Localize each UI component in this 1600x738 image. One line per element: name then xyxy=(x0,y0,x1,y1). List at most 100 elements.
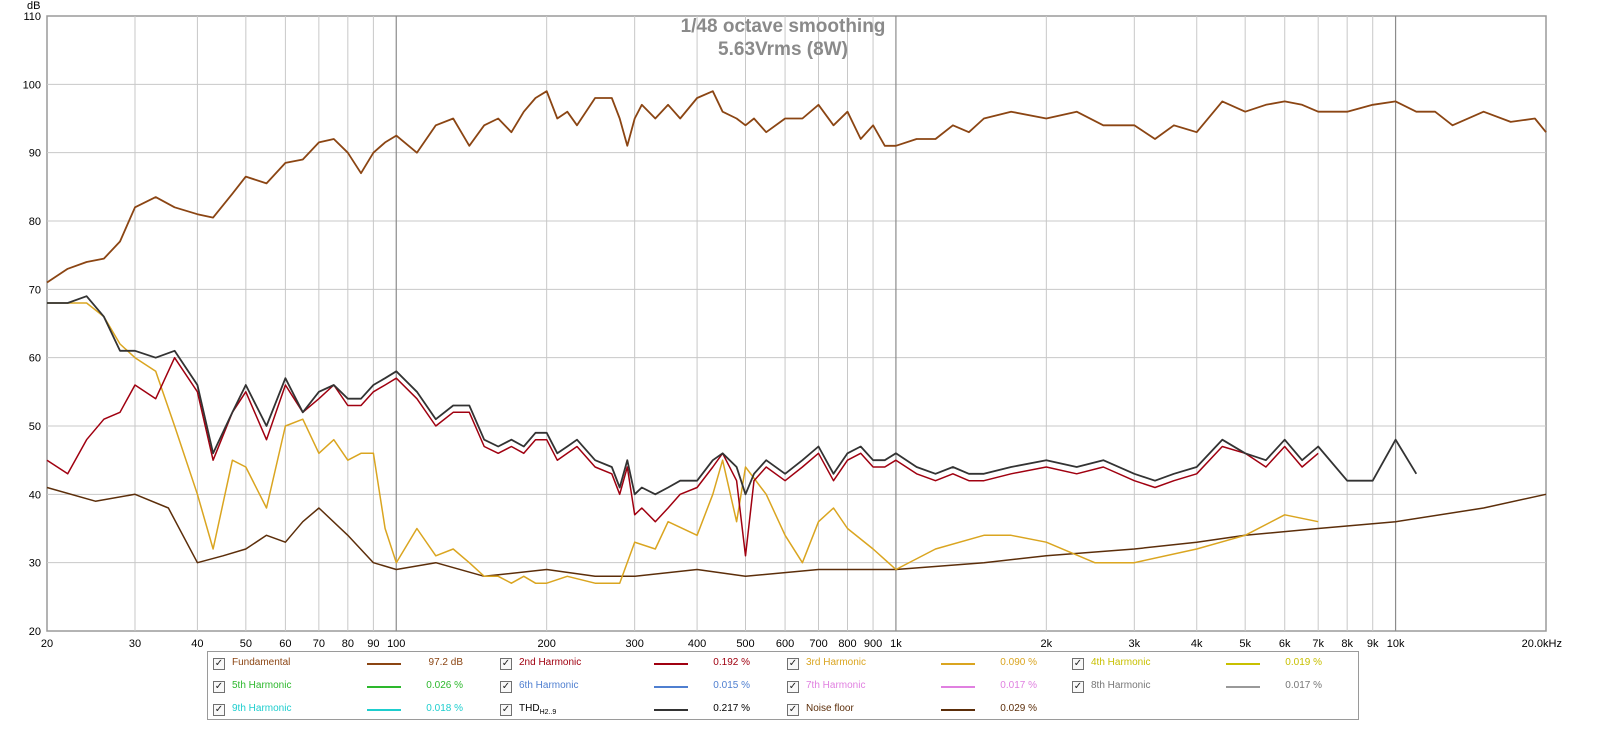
legend-value: 0.029 % xyxy=(1000,703,1037,714)
x-tick-label: 80 xyxy=(342,638,354,650)
legend-checkbox-6th-harmonic[interactable]: ✓ xyxy=(500,681,512,693)
legend-item-4th-harmonic: ✓ 4th Harmonic 0.019 % xyxy=(1072,655,1352,673)
legend-label: 6th Harmonic xyxy=(519,680,579,691)
legend-swatch xyxy=(941,686,975,688)
x-tick-label: 600 xyxy=(776,638,794,650)
y-tick-label: 70 xyxy=(29,284,41,296)
plot-frame xyxy=(46,15,1547,632)
y-tick-label: 50 xyxy=(29,421,41,433)
x-tick-label: 2k xyxy=(1041,638,1053,650)
y-tick-label: 110 xyxy=(23,11,41,23)
x-tick-label: 800 xyxy=(838,638,856,650)
x-tick-label: 50 xyxy=(240,638,252,650)
legend-item-2nd-harmonic: ✓ 2nd Harmonic 0.192 % xyxy=(500,655,780,673)
y-tick-label: 60 xyxy=(29,353,41,365)
y-tick-label: 100 xyxy=(23,79,41,91)
x-tick-label: 60 xyxy=(279,638,291,650)
legend-label: 4th Harmonic xyxy=(1091,657,1151,668)
legend-swatch xyxy=(1226,663,1260,665)
y-axis-unit: dB xyxy=(27,0,40,12)
x-tick-label: 400 xyxy=(688,638,706,650)
x-tick-label: 200 xyxy=(537,638,555,650)
x-tick-label: 700 xyxy=(809,638,827,650)
y-tick-label: 20 xyxy=(29,626,41,638)
legend-checkbox-3rd-harmonic[interactable]: ✓ xyxy=(787,658,799,670)
legend-checkbox-thd[interactable]: ✓ xyxy=(500,704,512,716)
legend-value: 0.192 % xyxy=(713,657,750,668)
legend-label: Fundamental xyxy=(232,657,291,668)
legend-checkbox-2nd-harmonic[interactable]: ✓ xyxy=(500,658,512,670)
legend-checkbox-5th-harmonic[interactable]: ✓ xyxy=(213,681,225,693)
series-line-noise-floor xyxy=(46,486,1547,578)
x-tick-label: 900 xyxy=(864,638,882,650)
legend-value: 0.019 % xyxy=(1285,657,1322,668)
chart-title: 1/48 octave smoothing xyxy=(681,16,886,37)
x-tick-label: 6k xyxy=(1279,638,1291,650)
legend-swatch xyxy=(367,663,401,665)
x-tick-label: 40 xyxy=(191,638,203,650)
legend-swatch xyxy=(367,686,401,688)
legend-label: 7th Harmonic xyxy=(806,680,866,691)
legend-checkbox-9th-harmonic[interactable]: ✓ xyxy=(213,704,225,716)
chart-subtitle: 5.63Vrms (8W) xyxy=(718,39,848,60)
legend-swatch xyxy=(654,686,688,688)
spectrum-chart: 20 30 40 50 60 70 80 90 100 110 20 30 40 50 60 70 80 90 10… xyxy=(23,0,1562,650)
y-tick-label: 40 xyxy=(29,489,41,501)
legend-value: 0.017 % xyxy=(1000,680,1037,691)
grid xyxy=(46,15,1547,632)
x-tick-label: 5k xyxy=(1239,638,1251,650)
x-tick-label: 3k xyxy=(1129,638,1141,650)
x-tick-label: 30 xyxy=(129,638,141,650)
legend-value: 97.2 dB xyxy=(428,657,463,668)
axes: 20 30 40 50 60 70 80 90 100 110 20 30 40 50 60 70 80 90 10… xyxy=(23,11,1562,650)
legend-checkbox-7th-harmonic[interactable]: ✓ xyxy=(787,681,799,693)
legend-swatch xyxy=(367,709,401,711)
legend-checkbox-4th-harmonic[interactable]: ✓ xyxy=(1072,658,1084,670)
legend-item-8th-harmonic: ✓ 8th Harmonic 0.017 % xyxy=(1072,678,1352,696)
x-tick-label: 90 xyxy=(367,638,379,650)
legend-checkbox-noise-floor[interactable]: ✓ xyxy=(787,704,799,716)
x-tick-label: 4k xyxy=(1191,638,1203,650)
legend-item-7th-harmonic: ✓ 7th Harmonic 0.017 % xyxy=(787,678,1067,696)
legend-value: 0.090 % xyxy=(1000,657,1037,668)
series-line-thdh2-9 xyxy=(47,295,1418,496)
legend-checkbox-8th-harmonic[interactable]: ✓ xyxy=(1072,681,1084,693)
legend-item-5th-harmonic: ✓ 5th Harmonic 0.026 % xyxy=(213,678,493,696)
legend-swatch xyxy=(941,709,975,711)
legend-label: Noise floor xyxy=(806,703,854,714)
legend-item-thd: ✓ THDH2..9 0.217 % xyxy=(500,701,780,719)
legend-value: 0.217 % xyxy=(713,703,750,714)
x-tick-label: 20 xyxy=(41,638,53,650)
legend-value: 0.026 % xyxy=(426,680,463,691)
legend-value: 0.015 % xyxy=(713,680,750,691)
series-line-3rd-harmonic xyxy=(47,302,1319,584)
legend-label: THDH2..9 xyxy=(519,703,557,716)
legend-item-fundamental: ✓ Fundamental 97.2 dB xyxy=(213,655,493,673)
legend-label: 5th Harmonic xyxy=(232,680,292,691)
legend-swatch xyxy=(1226,686,1260,688)
legend-label: 8th Harmonic xyxy=(1091,680,1151,691)
legend-label: 9th Harmonic xyxy=(232,703,292,714)
legend-swatch xyxy=(654,663,688,665)
y-tick-label: 80 xyxy=(29,216,41,228)
legend-value: 0.017 % xyxy=(1285,680,1322,691)
legend-swatch xyxy=(654,709,688,711)
legend-item-9th-harmonic: ✓ 9th Harmonic 0.018 % xyxy=(213,701,493,719)
x-tick-label: 9k xyxy=(1367,638,1379,650)
y-tick-label: 30 xyxy=(29,558,41,570)
legend-checkbox-fundamental[interactable]: ✓ xyxy=(213,658,225,670)
legend-label: 2nd Harmonic xyxy=(519,657,582,668)
series-layer xyxy=(46,90,1547,584)
x-tick-label: 500 xyxy=(736,638,754,650)
legend-label-subscript: H2..9 xyxy=(539,709,557,716)
x-tick-label: 7k xyxy=(1312,638,1324,650)
legend-swatch xyxy=(941,663,975,665)
x-tick-label: 10k xyxy=(1387,638,1405,650)
legend-value: 0.018 % xyxy=(426,703,463,714)
x-tick-label: 100 xyxy=(387,638,405,650)
legend-label: 3rd Harmonic xyxy=(806,657,867,668)
series-line-2nd-harmonic xyxy=(46,356,1319,557)
x-tick-label: 8k xyxy=(1341,638,1353,650)
legend-panel: ✓ Fundamental 97.2 dB ✓ 2nd Harmonic 0.192 % ✓… xyxy=(207,651,1359,720)
series-line-fundamental xyxy=(46,90,1547,284)
